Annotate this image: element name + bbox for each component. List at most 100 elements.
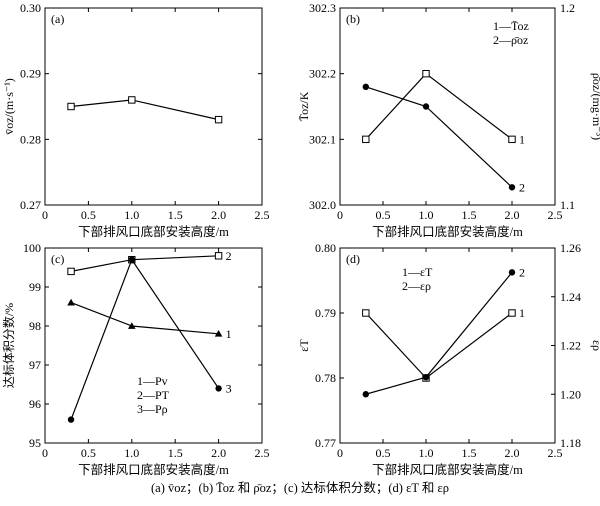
y-tick-label: 96 <box>29 397 41 411</box>
y-tick-label: 0.28 <box>20 132 41 146</box>
x-tick-label: 1.0 <box>124 446 139 460</box>
x-tick-label: 0.5 <box>81 446 96 460</box>
legend-entry: 1—T̄oz <box>493 19 529 33</box>
x-tick-label: 0 <box>337 208 343 222</box>
data-point <box>422 69 430 78</box>
y-tick-label-right: 1.2 <box>560 1 575 15</box>
data-point <box>128 96 136 104</box>
y-tick-label-right: 1.20 <box>560 387 581 401</box>
chart-panel-b: 0 0.5 1.0 1.5 2.0 2.5 302.0 302.1 302.2 302.3 1.1 1… <box>297 1 600 239</box>
data-point <box>508 184 516 191</box>
series-line <box>365 312 513 379</box>
legend-entry: 1—εT <box>402 265 433 279</box>
y-axis-title-right: ρ̄oz/(mg·m⁻³) <box>590 73 600 140</box>
series-end-label: 1 <box>226 327 232 341</box>
panel-label: (b) <box>346 12 360 26</box>
x-tick-label: 1.0 <box>419 208 434 222</box>
y-tick-label: 0.29 <box>20 67 41 81</box>
panel-label: (c) <box>51 252 64 266</box>
x-tick-label: 2.0 <box>211 446 226 460</box>
series-end-label: 3 <box>226 381 232 395</box>
legend-entry: 2—PT <box>137 388 170 402</box>
x-axis-title: 下部排风口底部安装高度/m <box>78 224 229 239</box>
y-tick-label: 0.27 <box>20 198 41 212</box>
series-line <box>70 99 219 121</box>
data-point <box>362 135 370 144</box>
y-axis-title-right: ερ <box>590 340 600 351</box>
x-tick-label: 1.0 <box>419 446 434 460</box>
data-point <box>422 103 430 110</box>
legend-entry: 2—ερ <box>402 279 431 293</box>
y-tick-label-right: 1.22 <box>560 339 581 353</box>
y-tick-label: 0.80 <box>315 241 336 255</box>
series-line <box>70 255 219 272</box>
data-point <box>67 102 75 111</box>
data-point <box>214 115 223 124</box>
series-line <box>365 271 513 395</box>
chart-panel-d: 0 0.5 1.0 1.5 2.0 2.5 0.77 0.78 0.79 0.80 1.18 1.20… <box>297 241 600 477</box>
series-end-label: 1 <box>519 306 525 320</box>
x-tick-label: 2.0 <box>505 208 520 222</box>
y-tick-label: 99 <box>29 280 41 294</box>
chart-panel-a: 0 0.5 1.0 1.5 2.0 2.5 0.27 0.28 0.29 0.30 (a) 下部排风口… <box>2 1 270 239</box>
data-point <box>508 135 516 144</box>
x-tick-label: 0 <box>42 446 48 460</box>
x-tick-label: 0.5 <box>376 208 391 222</box>
series-line <box>365 86 513 188</box>
x-tick-label: 2.5 <box>548 446 563 460</box>
y-tick-label: 97 <box>29 358 41 372</box>
x-axis-title: 下部排风口底部安装高度/m <box>78 462 229 477</box>
x-tick-label: 1.0 <box>124 208 139 222</box>
panel-label: (a) <box>51 12 64 26</box>
y-tick-label-right: 1.18 <box>560 436 581 450</box>
y-tick-label: 0.77 <box>315 436 336 450</box>
y-tick-label: 302.3 <box>309 1 336 15</box>
y-axis-title: εT <box>297 339 311 352</box>
y-axis-title: T̄oz/K <box>297 91 311 121</box>
y-tick-label: 0.78 <box>315 371 336 385</box>
x-axis-title: 下部排风口底部安装高度/m <box>372 462 523 477</box>
data-point <box>362 391 369 398</box>
data-point <box>67 416 75 423</box>
legend-entry: 1—Pv <box>137 374 168 388</box>
data-point <box>422 373 430 381</box>
panel-label: (d) <box>346 252 360 266</box>
data-point <box>128 256 135 263</box>
data-point <box>214 252 223 260</box>
y-tick-label-right: 1.24 <box>560 290 581 304</box>
figure-caption: (a) v̄oz；(b) T̄oz 和 ρ̄oz；(c) 达标体积分数；(d) … <box>151 480 449 495</box>
y-tick-label-right: 1.26 <box>560 241 581 255</box>
y-tick-label: 302.1 <box>309 132 336 146</box>
x-tick-label: 2.0 <box>211 208 226 222</box>
series-end-label: 2 <box>226 249 232 263</box>
data-point <box>67 267 75 276</box>
data-point <box>508 309 516 317</box>
series-line <box>70 302 219 335</box>
y-tick-label: 98 <box>29 319 41 333</box>
x-tick-label: 1.5 <box>462 446 477 460</box>
chart-panel-c: 0 0.5 1.0 1.5 2.0 2.5 95 96 97 98 99 100 (c) 下部排风口底部安… <box>1 241 270 477</box>
series-end-label: 2 <box>519 180 525 194</box>
data-point <box>128 322 136 329</box>
legend-entry: 2—ρ̄oz <box>493 33 528 47</box>
plot-frame <box>44 7 263 206</box>
series-end-label: 1 <box>519 132 525 146</box>
x-tick-label: 0 <box>337 446 343 460</box>
y-tick-label: 302.2 <box>309 67 336 81</box>
data-point <box>214 330 223 337</box>
plot-frame <box>44 247 263 444</box>
legend-entry: 3—Pρ <box>137 402 168 416</box>
y-axis-title: v̄oz/(m·s⁻¹) <box>2 78 16 135</box>
y-axis-title: 达标体积分数/% <box>1 303 16 388</box>
plot-frame <box>339 7 556 206</box>
x-axis-title: 下部排风口底部安装高度/m <box>372 224 523 239</box>
y-tick-label: 302.0 <box>309 198 336 212</box>
data-point <box>215 385 222 392</box>
y-tick-label: 100 <box>23 241 41 255</box>
data-point <box>508 269 516 276</box>
x-tick-label: 1.5 <box>462 208 477 222</box>
y-tick-label-right: 1.1 <box>560 198 575 212</box>
x-tick-label: 1.5 <box>168 446 183 460</box>
